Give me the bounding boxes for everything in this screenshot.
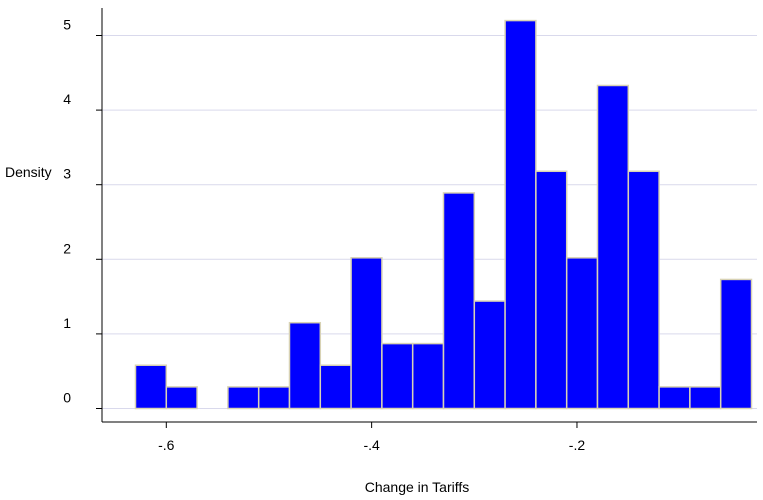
x-tick-label-0: -.6 <box>158 437 175 453</box>
axes <box>101 8 757 423</box>
histogram-bar-3 <box>227 386 260 410</box>
histogram-bar-5 <box>288 321 322 410</box>
histogram-bar-10 <box>442 192 476 410</box>
histogram-bar-15 <box>596 84 630 410</box>
histogram-bars <box>134 19 753 410</box>
histogram-bar-19 <box>719 278 753 410</box>
histogram-bar-18 <box>689 386 722 410</box>
histogram-bar-4 <box>257 386 291 410</box>
y-tick-label-5: 5 <box>63 17 71 33</box>
y-ticks: 0 1 2 3 4 5 <box>63 17 102 409</box>
y-tick-label-1: 1 <box>63 315 71 331</box>
histogram-bar-8 <box>381 342 414 410</box>
y-tick-label-2: 2 <box>63 240 71 256</box>
y-tick-label-0: 0 <box>63 390 71 406</box>
histogram-bar-16 <box>627 170 660 410</box>
histogram-bar-11 <box>473 300 506 410</box>
y-tick-label-4: 4 <box>63 91 71 107</box>
histogram-bar-0 <box>134 364 168 410</box>
histogram-bar-14 <box>565 257 599 410</box>
x-tick-label-1: -.4 <box>363 437 380 453</box>
histogram-bar-12 <box>504 19 537 410</box>
histogram-bar-7 <box>350 257 383 410</box>
x-ticks: -.6-.4-.20 <box>158 422 586 453</box>
histogram-bar-6 <box>319 364 352 410</box>
x-axis-title: Change in Tariffs <box>365 479 470 495</box>
y-axis-title: Density <box>5 164 52 180</box>
histogram-bar-9 <box>411 342 445 410</box>
x-tick-label-2: -.2 <box>569 437 586 453</box>
histogram-bar-1 <box>165 386 198 410</box>
histogram-bar-13 <box>535 170 568 410</box>
y-tick-label-3: 3 <box>63 166 71 182</box>
histogram-bar-17 <box>658 386 691 410</box>
